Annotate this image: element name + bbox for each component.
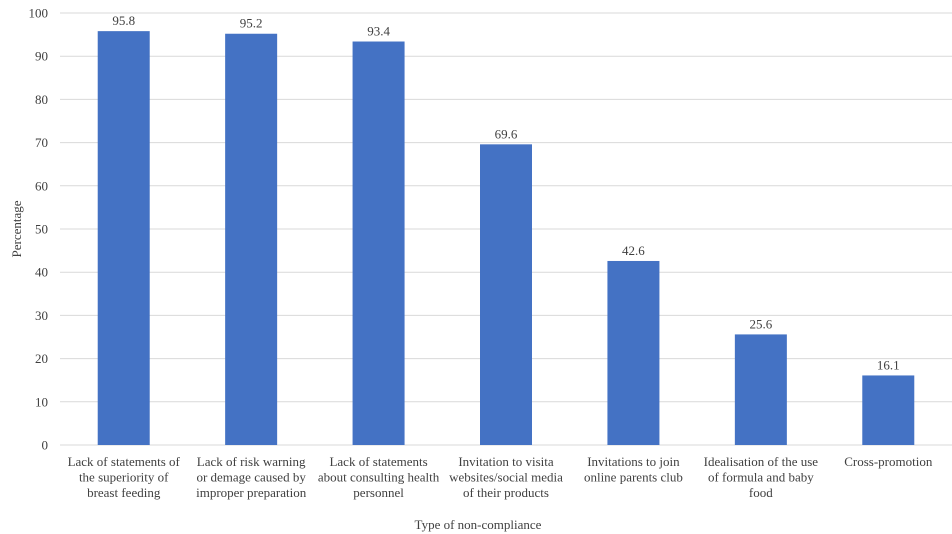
category-label-line: online parents club <box>584 470 683 485</box>
data-label: 25.6 <box>749 316 772 331</box>
category-label-line: Idealisation of the use <box>704 454 819 469</box>
data-label: 42.6 <box>622 243 645 258</box>
category-label-line: of formula and baby <box>708 470 814 485</box>
y-axis-title: Percentage <box>9 200 24 257</box>
y-axis-ticks: 0 10 20 30 40 50 60 70 80 90 100 <box>29 6 49 453</box>
category-label: Cross-promotion <box>844 454 933 469</box>
bar <box>480 144 532 445</box>
y-tick-label: 100 <box>29 6 49 21</box>
category-labels: Lack of statements of the superiority of b… <box>68 454 933 500</box>
category-label-line: food <box>749 485 773 500</box>
y-tick-label: 10 <box>35 394 48 409</box>
y-tick-label: 50 <box>35 222 48 237</box>
data-label: 93.4 <box>367 24 390 39</box>
y-tick-label: 80 <box>35 92 48 107</box>
category-label-line: of their products <box>463 485 549 500</box>
bar <box>862 375 915 445</box>
y-tick-label: 40 <box>35 265 48 280</box>
data-label: 95.8 <box>112 13 135 28</box>
data-label: 16.1 <box>877 357 900 372</box>
bar <box>225 33 278 446</box>
category-label-line: breast feeding <box>87 485 161 500</box>
bars <box>97 31 915 446</box>
bar <box>97 31 150 445</box>
category-label: Lack of risk warning or demage caused by i… <box>196 454 307 500</box>
category-label: Invitation to visita websites/social medi… <box>449 454 563 500</box>
category-label: Lack of statements about consulting healt… <box>318 454 440 500</box>
category-label-line: websites/social media <box>449 470 563 485</box>
y-tick-label: 20 <box>35 351 48 366</box>
category-label-line: Invitations to join <box>587 454 680 469</box>
bar <box>734 334 787 445</box>
category-label-line: or demage caused by <box>196 470 306 485</box>
y-tick-label: 0 <box>42 438 49 453</box>
y-tick-label: 60 <box>35 178 48 193</box>
y-tick-label: 70 <box>35 135 48 150</box>
bar <box>352 41 405 446</box>
bar <box>607 260 660 445</box>
category-label-line: Invitation to visita <box>458 454 554 469</box>
category-label-line: Cross-promotion <box>844 454 933 469</box>
data-labels: 95.8 95.2 93.4 69.6 42.6 25.6 16.1 <box>112 13 899 372</box>
category-label-line: Lack of statements <box>329 454 427 469</box>
category-label-line: the superiority of <box>79 470 169 485</box>
category-label: Idealisation of the use of formula and ba… <box>704 454 819 500</box>
data-label: 95.2 <box>240 16 263 31</box>
data-label: 69.6 <box>495 126 518 141</box>
category-label-line: improper preparation <box>196 485 307 500</box>
category-label: Lack of statements of the superiority of b… <box>68 454 181 500</box>
category-label-line: about consulting health <box>318 470 440 485</box>
category-label-line: personnel <box>353 485 404 500</box>
category-label: Invitations to join online parents club <box>584 454 683 485</box>
category-label-line: Lack of statements of <box>68 454 181 469</box>
y-tick-label: 30 <box>35 308 48 323</box>
y-tick-label: 90 <box>35 49 48 64</box>
x-axis-title: Type of non-compliance <box>415 517 542 532</box>
category-label-line: Lack of risk warning <box>197 454 306 469</box>
